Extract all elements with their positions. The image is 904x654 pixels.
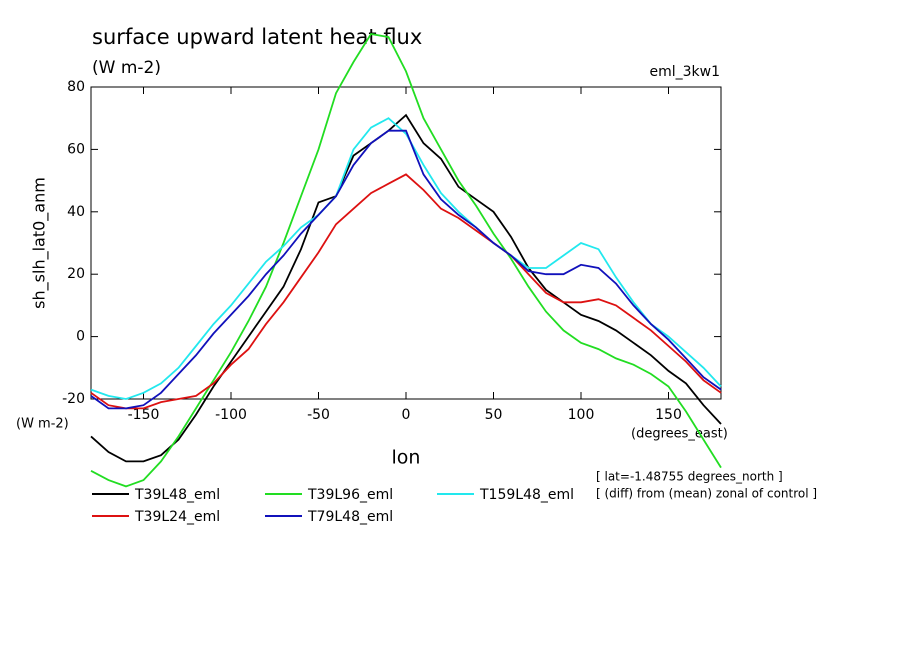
x-axis-label: lon	[392, 447, 421, 469]
x-tick-label: -50	[307, 407, 330, 423]
y-tick-label: 20	[67, 266, 85, 282]
y-tick-label: 60	[67, 141, 85, 157]
x-units: (degrees_east)	[631, 427, 728, 442]
y-tick-label: -20	[62, 391, 85, 407]
y-tick-label: 80	[67, 79, 85, 95]
series-line	[90, 129, 722, 410]
series-line	[90, 33, 722, 488]
y-tick-label: 0	[76, 329, 85, 345]
legend-label: T39L48_eml	[134, 487, 220, 503]
series-line	[90, 117, 722, 400]
x-tick-label: 0	[402, 407, 411, 423]
chart-subtitle: (W m-2)	[92, 58, 161, 78]
chart-title: surface upward latent heat flux	[92, 25, 422, 49]
x-tick-label: -100	[215, 407, 247, 423]
y-axis-label: sh_slh_lat0_anm	[30, 177, 50, 309]
legend-label: T159L48_eml	[479, 487, 574, 503]
series-line	[90, 173, 722, 410]
legend-label: T39L96_eml	[307, 487, 393, 503]
x-tick-label: 100	[568, 407, 595, 423]
x-tick-label: -150	[128, 407, 160, 423]
note: [ lat=-1.48755 degrees_north ]	[596, 470, 783, 484]
y-units: (W m-2)	[16, 417, 69, 432]
legend-label: T39L24_eml	[134, 509, 220, 525]
annotation: eml_3kw1	[649, 64, 720, 80]
note: [ (diff) from (mean) zonal of control ]	[596, 487, 817, 501]
x-tick-label: 50	[485, 407, 503, 423]
series-line	[90, 113, 722, 463]
y-tick-label: 40	[67, 204, 85, 220]
x-tick-label: 150	[655, 407, 682, 423]
legend-label: T79L48_eml	[307, 509, 393, 525]
